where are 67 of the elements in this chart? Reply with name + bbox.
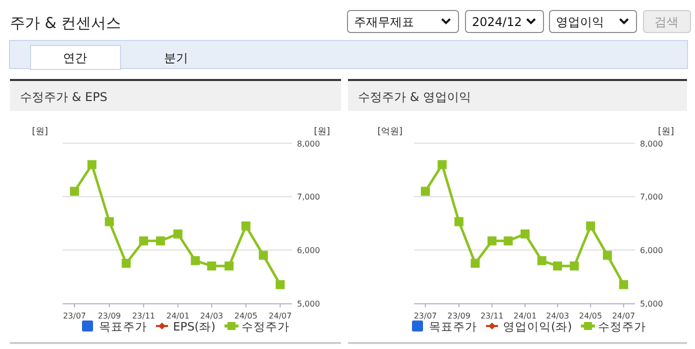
point (104, 217, 114, 226)
point (438, 160, 447, 170)
x-tick-label: 23/11 (480, 311, 504, 320)
legend-label: EPS(좌) (173, 320, 216, 334)
x-tick-label: 24/07 (268, 311, 292, 320)
text: 주가 & 컨센서스 (10, 14, 122, 32)
text: 연간 (63, 51, 87, 65)
x-tick-label: 24/03 (546, 311, 570, 320)
point (173, 229, 182, 238)
x-tick-label: 23/09 (447, 311, 470, 320)
y2-tick-label: 8,000 (640, 139, 663, 148)
text: 분기 (164, 51, 188, 65)
chart-title: 수정주가 & EPS (20, 90, 108, 104)
y2-axis-title: [원] (658, 127, 674, 137)
y-axis-title: [억원] (377, 127, 403, 137)
point (454, 217, 464, 226)
point (520, 229, 530, 238)
x-tick-label: 24/05 (579, 311, 602, 320)
y2-tick-label: 6,000 (297, 246, 320, 255)
chart-title: 수정주가 & 영업이익 (358, 90, 471, 104)
point (619, 280, 628, 290)
point (139, 236, 148, 246)
y-axis-title: [원] (32, 127, 48, 137)
point (420, 186, 430, 196)
point (87, 160, 96, 170)
point (70, 186, 79, 196)
legend-label: 영업이익(좌) (503, 320, 572, 334)
point (537, 256, 546, 266)
x-tick-label: 24/05 (234, 311, 258, 320)
point (241, 221, 250, 230)
text: 영업이익 (556, 15, 604, 29)
x-tick-label: 23/07 (414, 311, 437, 320)
x-tick-label: 24/01 (514, 311, 537, 320)
y2-tick-label: 8,000 (297, 139, 320, 148)
point (258, 250, 268, 260)
point (553, 261, 562, 270)
y2-tick-label: 6,000 (640, 246, 663, 255)
point (602, 250, 612, 260)
point (122, 258, 131, 268)
point (190, 256, 200, 266)
text: 주재무제표 (354, 15, 414, 29)
point (276, 280, 285, 290)
legend-label: 목표주가 (429, 320, 477, 334)
x-tick-label: 23/09 (98, 311, 121, 320)
point (488, 236, 496, 246)
x-tick-label: 24/01 (166, 311, 190, 320)
y2-tick-label: 7,000 (297, 192, 320, 202)
y2-tick-label: 5,000 (640, 299, 663, 308)
text: 2024/12 (472, 15, 522, 29)
point (156, 236, 165, 246)
point (586, 221, 596, 230)
point (470, 258, 480, 268)
y2-axis-title: [원] (314, 127, 330, 137)
x-tick-label: 23/07 (62, 311, 86, 320)
text: 검색 (654, 15, 678, 29)
x-tick-label: 23/11 (132, 311, 156, 320)
legend-label: 목표주가 (99, 320, 147, 334)
point (224, 261, 234, 270)
legend-label: 수정주가 (598, 320, 646, 334)
y2-tick-label: 7,000 (640, 192, 663, 202)
y2-tick-label: 5,000 (297, 299, 320, 308)
point (504, 236, 513, 246)
x-tick-label: 24/03 (200, 311, 224, 320)
x-tick-label: 24/07 (612, 311, 636, 320)
point (207, 261, 216, 270)
legend-label: 수정주가 (241, 320, 290, 334)
point (570, 261, 579, 270)
